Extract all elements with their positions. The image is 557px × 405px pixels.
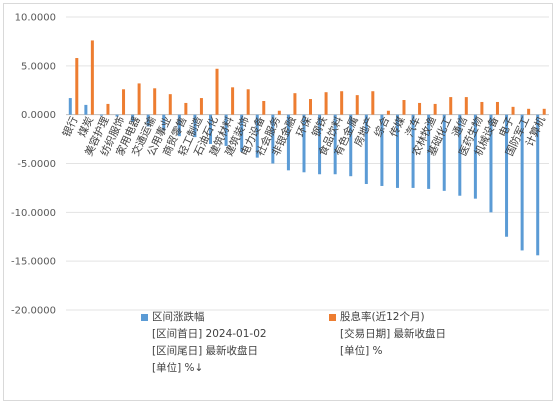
bar-change bbox=[286, 114, 290, 171]
bar-dividend bbox=[402, 100, 406, 115]
bar-dividend bbox=[433, 103, 437, 115]
bar-change bbox=[442, 114, 446, 191]
bar-change bbox=[333, 114, 337, 175]
bar-dividend bbox=[231, 87, 235, 115]
bar-change bbox=[411, 114, 415, 188]
bar-dividend bbox=[495, 101, 499, 115]
bar-change bbox=[380, 114, 384, 186]
bar-change bbox=[84, 104, 88, 115]
y-tick-label: -20.0000 bbox=[11, 306, 56, 317]
bar-dividend bbox=[199, 98, 203, 115]
bar-change bbox=[427, 114, 431, 189]
bar-change bbox=[162, 114, 166, 131]
bar-dividend bbox=[293, 93, 297, 115]
bar-change bbox=[318, 114, 322, 175]
bar-change bbox=[520, 114, 524, 251]
bar-dividend bbox=[418, 102, 422, 115]
bar-dividend bbox=[106, 103, 110, 115]
bar-change bbox=[146, 114, 150, 127]
bar-dividend bbox=[386, 110, 390, 115]
bar-change bbox=[193, 114, 197, 138]
legend-note: [单位] % bbox=[340, 345, 383, 357]
bar-change bbox=[395, 114, 399, 188]
bar-change bbox=[99, 114, 103, 116]
bar-dividend bbox=[277, 110, 281, 115]
legend-swatch-1 bbox=[141, 314, 148, 321]
bar-dividend bbox=[371, 91, 375, 115]
bar-dividend bbox=[90, 40, 94, 115]
bar-dividend bbox=[464, 97, 468, 115]
legend-note: [区间首日] 2024-01-02 bbox=[152, 328, 267, 340]
bar-dividend bbox=[168, 94, 172, 115]
legend-label-2: 股息率(近12个月) bbox=[340, 311, 425, 323]
chart-frame: 10.0000 5.0000 0.0000 -5.0000 -10.0000 -15.00… bbox=[3, 3, 553, 401]
bar-change bbox=[364, 114, 368, 185]
bar-dividend bbox=[309, 99, 312, 115]
bar-change bbox=[458, 114, 462, 196]
y-tick-labels: 10.0000 5.0000 0.0000 -5.0000 -10.0000 -15.00… bbox=[11, 13, 56, 317]
bar-dividend bbox=[262, 100, 266, 115]
bar-change bbox=[302, 114, 306, 173]
y-tick-label: 5.0000 bbox=[21, 61, 56, 72]
bar-change bbox=[536, 114, 540, 256]
bar-change bbox=[349, 114, 353, 177]
bar-dividend bbox=[246, 89, 250, 115]
y-tick-label: 0.0000 bbox=[21, 110, 56, 121]
bar-dividend bbox=[527, 108, 531, 115]
bar-change bbox=[131, 114, 135, 122]
y-tick-label: -10.0000 bbox=[11, 208, 56, 219]
y-tick-label: 10.0000 bbox=[15, 13, 56, 24]
y-tick-label: -15.0000 bbox=[11, 257, 56, 268]
bar-dividend bbox=[542, 108, 546, 115]
bar-dividend bbox=[511, 106, 515, 115]
legend-note: [单位] %↓ bbox=[152, 362, 204, 374]
legend-note: [交易日期] 最新收盘日 bbox=[340, 328, 447, 340]
bar-dividend bbox=[324, 92, 328, 115]
y-tick-label: -5.0000 bbox=[17, 159, 56, 170]
bar-change bbox=[240, 114, 244, 152]
legend-note: [区间尾日] 最新收盘日 bbox=[152, 345, 259, 357]
bar-change bbox=[68, 98, 72, 115]
bar-dividend bbox=[449, 97, 453, 115]
bar-change bbox=[489, 114, 493, 213]
bar-dividend bbox=[137, 83, 141, 115]
legend-swatch-2 bbox=[329, 314, 336, 321]
bar-dividend bbox=[480, 101, 484, 115]
bar-change bbox=[115, 114, 119, 117]
bar-dividend bbox=[215, 68, 219, 115]
bar-change bbox=[177, 114, 181, 137]
bar-change bbox=[224, 114, 228, 146]
legend-label-1: 区间涨跌幅 bbox=[152, 311, 205, 323]
bar-dividend bbox=[122, 89, 126, 115]
bar-dividend bbox=[340, 91, 344, 115]
gridlines bbox=[66, 16, 549, 311]
bar-change bbox=[255, 114, 259, 158]
bar-change bbox=[505, 114, 509, 237]
legend-series-1: 区间涨跌幅 [区间首日] 2024-01-02 [区间尾日] 最新收盘日 [单位… bbox=[141, 309, 267, 377]
bars bbox=[68, 40, 546, 256]
bar-dividend bbox=[184, 102, 188, 115]
bar-dividend bbox=[355, 95, 359, 115]
bar-chart: 10.0000 5.0000 0.0000 -5.0000 -10.0000 -15.00… bbox=[11, 13, 549, 317]
bar-change bbox=[271, 114, 275, 164]
bar-dividend bbox=[75, 58, 79, 115]
legend-series-2: 股息率(近12个月) [交易日期] 最新收盘日 [单位] % bbox=[329, 309, 446, 360]
bar-dividend bbox=[153, 88, 157, 115]
bar-change bbox=[209, 114, 213, 144]
bar-change bbox=[473, 114, 477, 199]
